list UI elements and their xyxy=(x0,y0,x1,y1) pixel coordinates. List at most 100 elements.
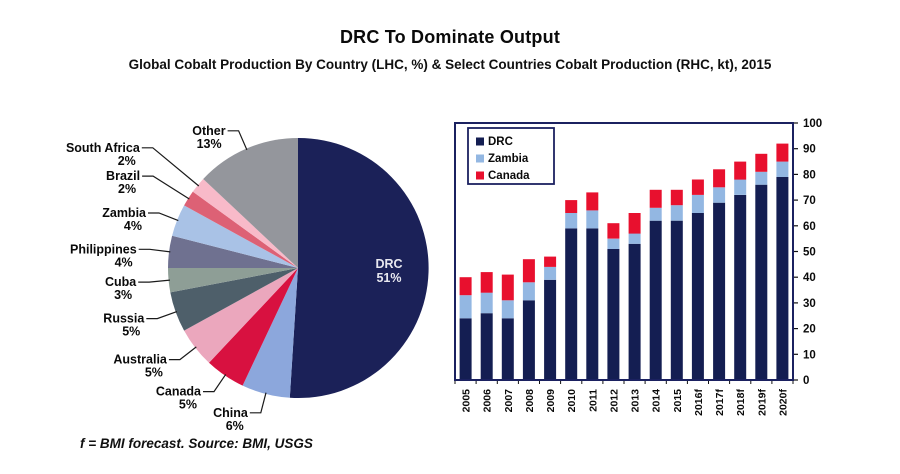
bar-zambia-2007 xyxy=(501,300,514,319)
pie-slice-south-africa xyxy=(192,179,298,268)
x-tick-label: 2005 xyxy=(461,389,473,413)
pie-slice-other xyxy=(203,138,298,268)
pie-label-russia: Russia xyxy=(103,312,145,326)
pie-label-china: China xyxy=(213,406,249,420)
pie-value-drc: 51% xyxy=(376,271,401,285)
bar-drc-2011 xyxy=(586,228,599,380)
bar-drc-2010 xyxy=(565,228,578,380)
x-tick-label: 2017f xyxy=(714,389,726,416)
bar-zambia-2011 xyxy=(586,210,599,229)
bar-zambia-2012 xyxy=(607,238,620,249)
page-title: DRC To Dominate Output xyxy=(339,27,561,47)
bar-canada-2010 xyxy=(565,200,578,213)
pie-value-canada: 5% xyxy=(179,398,197,412)
bar-chart: 0 10 20 30 40 50 60 70 80 90 100 2005 2006 2007 2008 20… xyxy=(454,118,822,416)
bar-canada-2015 xyxy=(670,189,683,206)
bar-canada-2008 xyxy=(522,259,535,283)
bar-drc-2006 xyxy=(480,313,493,380)
legend-swatch-zambia xyxy=(476,154,484,163)
pie-leader-zambia xyxy=(148,212,179,222)
bar-drc-2007 xyxy=(501,318,514,380)
pie-chart: DRC51%China6%Canada5%Australia5%Russia5%… xyxy=(66,124,429,433)
y-tick-label: 60 xyxy=(803,221,816,233)
pie-value-russia: 5% xyxy=(122,325,140,339)
legend-swatch-drc xyxy=(476,137,484,146)
footer-note: f = BMI forecast. Source: BMI, USGS xyxy=(80,436,313,451)
bar-zambia-2016f xyxy=(691,195,704,213)
bar-zambia-2010 xyxy=(565,213,578,229)
bar-zambia-2008 xyxy=(522,282,535,301)
bar-drc-2014 xyxy=(649,220,662,380)
bar-drc-2018f xyxy=(734,195,747,380)
pie-value-china: 6% xyxy=(226,419,244,433)
pie-value-brazil: 2% xyxy=(118,182,136,196)
bar-drc-2008 xyxy=(522,300,535,380)
x-tick-label: 2007 xyxy=(503,389,515,413)
bar-canada-2012 xyxy=(607,223,620,239)
pie-slice-russia xyxy=(170,268,298,331)
pie-leader-philippines xyxy=(138,248,171,253)
bar-canada-2006 xyxy=(480,272,493,293)
bar-zambia-2013 xyxy=(628,233,641,244)
pie-label-drc: DRC xyxy=(375,257,402,271)
bar-drc-2020f xyxy=(776,177,789,380)
x-tick-label: 2019f xyxy=(756,389,768,416)
y-tick-label: 0 xyxy=(803,375,809,387)
pie-slice-zambia xyxy=(172,205,298,268)
pie-value-zambia: 4% xyxy=(124,219,142,233)
y-tick-label: 100 xyxy=(803,118,822,130)
x-tick-label: 2020f xyxy=(777,389,789,416)
pie-label-zambia: Zambia xyxy=(102,206,147,220)
bar-drc-2016f xyxy=(691,213,704,380)
bar-drc-2013 xyxy=(628,243,641,380)
pie-label-canada: Canada xyxy=(156,385,202,399)
x-tick-label: 2013 xyxy=(630,389,642,413)
pie-label-south-africa: South Africa xyxy=(66,141,141,155)
bar-zambia-2018f xyxy=(734,179,747,195)
chart-header: DRC To Dominate Output Global Cobalt Pro… xyxy=(0,27,900,72)
x-tick-label: 2012 xyxy=(608,389,620,413)
bar-zambia-2006 xyxy=(480,292,493,314)
x-tick-label: 2011 xyxy=(587,389,599,412)
pie-value-south-africa: 2% xyxy=(118,154,136,168)
pie-slice-philippines xyxy=(168,235,298,268)
legend-label-canada: Canada xyxy=(488,170,530,182)
bar-canada-2009 xyxy=(544,256,557,267)
pie-label-australia: Australia xyxy=(113,353,168,367)
bar-zambia-2015 xyxy=(670,205,683,221)
bar-drc-2009 xyxy=(544,279,557,380)
pie-label-other: Other xyxy=(192,124,225,138)
pie-leader-canada xyxy=(203,374,227,393)
bar-canada-2011 xyxy=(586,192,599,211)
legend-label-zambia: Zambia xyxy=(488,153,529,165)
bar-drc-2015 xyxy=(670,220,683,380)
pie-leader-south-africa xyxy=(141,147,200,187)
pie-leader-other xyxy=(227,130,248,151)
page-subtitle: Global Cobalt Production By Country (LHC… xyxy=(128,57,772,72)
bar-canada-2019f xyxy=(755,153,768,172)
y-tick-label: 70 xyxy=(803,195,816,207)
pie-slice-china xyxy=(242,268,298,398)
pie-label-brazil: Brazil xyxy=(106,169,140,183)
x-tick-label: 2008 xyxy=(524,389,536,413)
x-tick-label: 2010 xyxy=(566,389,578,413)
pie-leader-cuba xyxy=(138,279,170,283)
bar-drc-2005 xyxy=(459,318,472,380)
pie-label-cuba: Cuba xyxy=(105,275,137,289)
y-tick-label: 90 xyxy=(803,144,816,156)
pie-value-philippines: 4% xyxy=(115,255,133,269)
x-tick-label: 2015 xyxy=(672,389,684,413)
pie-leader-china xyxy=(249,392,267,414)
pie-leader-brazil xyxy=(142,175,190,200)
pie-leader-australia xyxy=(168,346,197,361)
pie-leader-russia xyxy=(146,311,178,320)
bar-zambia-2014 xyxy=(649,207,662,221)
y-tick-label: 20 xyxy=(803,324,816,336)
x-tick-label: 2016f xyxy=(693,389,705,416)
pie-slice-canada xyxy=(209,268,298,386)
pie-slice-brazil xyxy=(184,191,298,268)
x-tick-label: 2006 xyxy=(482,389,494,413)
bar-canada-2005 xyxy=(459,277,472,296)
bar-canada-2007 xyxy=(501,274,514,301)
x-tick-label: 2018f xyxy=(735,389,747,416)
